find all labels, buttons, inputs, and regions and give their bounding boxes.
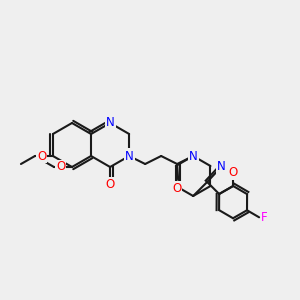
Text: N: N bbox=[217, 160, 226, 173]
Text: O: O bbox=[172, 182, 182, 195]
Text: O: O bbox=[37, 149, 46, 163]
Text: O: O bbox=[106, 178, 115, 191]
Text: N: N bbox=[189, 149, 197, 163]
Text: N: N bbox=[106, 116, 115, 130]
Text: O: O bbox=[56, 160, 65, 173]
Text: F: F bbox=[261, 211, 268, 224]
Text: O: O bbox=[229, 166, 238, 178]
Text: N: N bbox=[125, 149, 134, 163]
Text: N: N bbox=[189, 149, 197, 163]
